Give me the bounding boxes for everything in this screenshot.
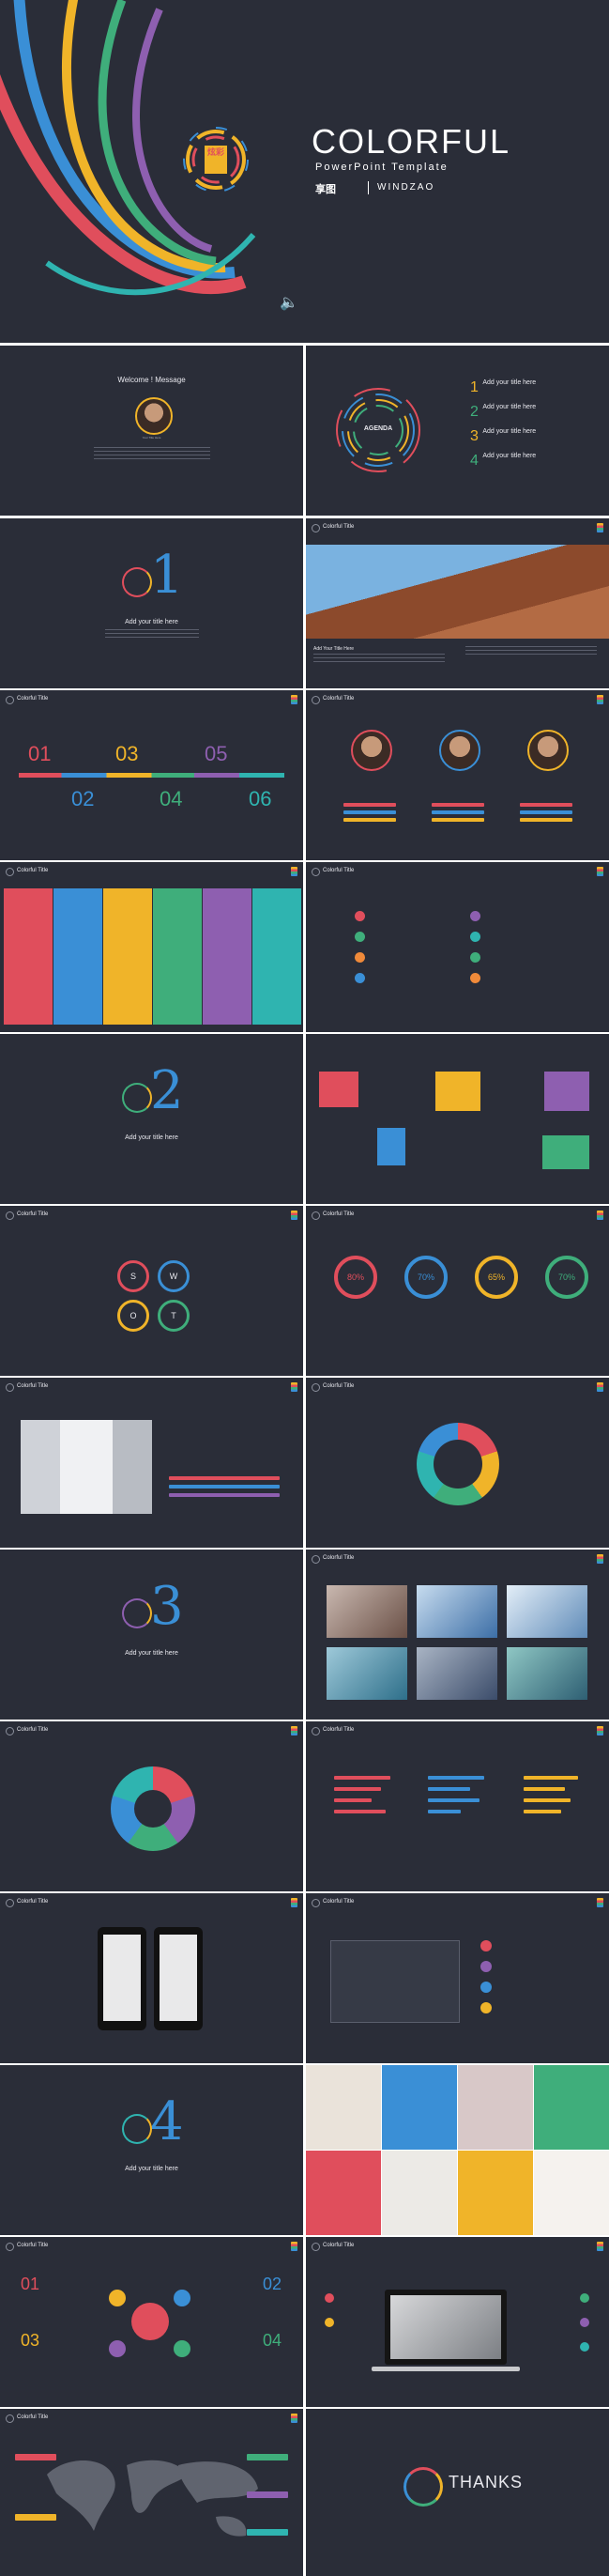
slide-phones[interactable]: Colorful Title — [0, 1893, 303, 2063]
brand-name: WINDZAO — [377, 182, 435, 193]
slide-section-1[interactable]: 1 Add your title here — [0, 518, 303, 688]
section-title: Add your title here — [125, 619, 178, 625]
slide-numbers[interactable]: Colorful Title 01 03 05 02 04 06 — [0, 690, 303, 860]
logo-ring — [183, 127, 249, 193]
slide-cover[interactable]: 炫彩 COLORFUL PowerPoint Template 享图 WINDZ… — [0, 0, 609, 343]
slide-cycle[interactable]: Colorful Title — [0, 1721, 303, 1891]
slide-photo-building[interactable]: Colorful Title Add Your Title Here — [306, 518, 609, 688]
swirl-graphic — [0, 0, 256, 296]
speaker-icon[interactable]: 🔈 — [280, 295, 298, 311]
slide-thanks[interactable]: THANKS — [306, 2409, 609, 2576]
slide-mosaic[interactable] — [306, 2065, 609, 2235]
slide-boxes[interactable] — [306, 1034, 609, 1204]
logo-icon — [597, 523, 603, 532]
logo-glyph: 炫彩 — [205, 146, 227, 174]
slide-hbars[interactable]: Colorful Title — [306, 1721, 609, 1891]
slide-section-3[interactable]: 3 Add your title here — [0, 1550, 303, 1720]
camera-photo — [21, 1420, 152, 1514]
slide-laptop[interactable]: Colorful Title — [306, 2237, 609, 2407]
slide-welcome[interactable]: Welcome ! Message Your Title Here — [0, 346, 303, 516]
welcome-body — [94, 447, 210, 462]
agenda-ring — [336, 388, 420, 472]
welcome-title: Welcome ! Message — [117, 376, 186, 384]
cover-subtitle: PowerPoint Template — [315, 162, 449, 173]
slide-section-2[interactable]: 2 Add your title here — [0, 1034, 303, 1204]
slide-photo-grid[interactable]: Colorful Title — [306, 1550, 609, 1720]
section-number: 2 — [150, 1060, 184, 1121]
slide-percentages[interactable]: Colorful Title 80% 70% 65% 70% — [306, 1206, 609, 1376]
avatar — [135, 397, 173, 435]
world-map-graphic — [47, 2460, 258, 2537]
slide-bubbles[interactable]: Colorful Title 01 02 03 04 — [0, 2237, 303, 2407]
slide-camera-photo[interactable]: Colorful Title — [0, 1378, 303, 1548]
section-number: 1 — [150, 545, 184, 606]
slide-team[interactable]: Colorful Title — [306, 690, 609, 860]
slide-textbox[interactable]: Colorful Title — [306, 1893, 609, 2063]
slide-icon-list[interactable]: Colorful Title — [306, 862, 609, 1032]
slide-section-4[interactable]: 4 Add your title here — [0, 2065, 303, 2235]
section-ring — [122, 1083, 152, 1113]
brand-logo: 享图 — [315, 184, 336, 195]
agenda-center: AGENDA — [363, 425, 393, 432]
avatar — [527, 730, 569, 771]
slide-donut[interactable]: Colorful Title — [306, 1378, 609, 1548]
agenda-list: 1 Add your title here 2 Add your title h… — [470, 379, 537, 469]
avatar — [439, 730, 480, 771]
welcome-name: Your Title Here — [142, 436, 161, 440]
thanks-title: THANKS — [449, 2473, 524, 2491]
slide-agenda[interactable]: AGENDA 1 Add your title here 2 Add your … — [306, 346, 609, 516]
slide-title: Colorful Title — [323, 524, 355, 530]
header-icon — [312, 524, 320, 532]
brand-divider — [368, 181, 369, 194]
building-photo — [306, 545, 609, 639]
avatar — [351, 730, 392, 771]
slide-world-map[interactable]: Colorful Title — [0, 2409, 303, 2576]
color-bar — [19, 773, 284, 778]
section-ring — [122, 567, 152, 597]
cover-title: COLORFUL — [312, 122, 511, 161]
slide-swot[interactable]: Colorful Title S W O T — [0, 1206, 303, 1376]
slide-color-columns[interactable]: Colorful Title — [0, 862, 303, 1032]
